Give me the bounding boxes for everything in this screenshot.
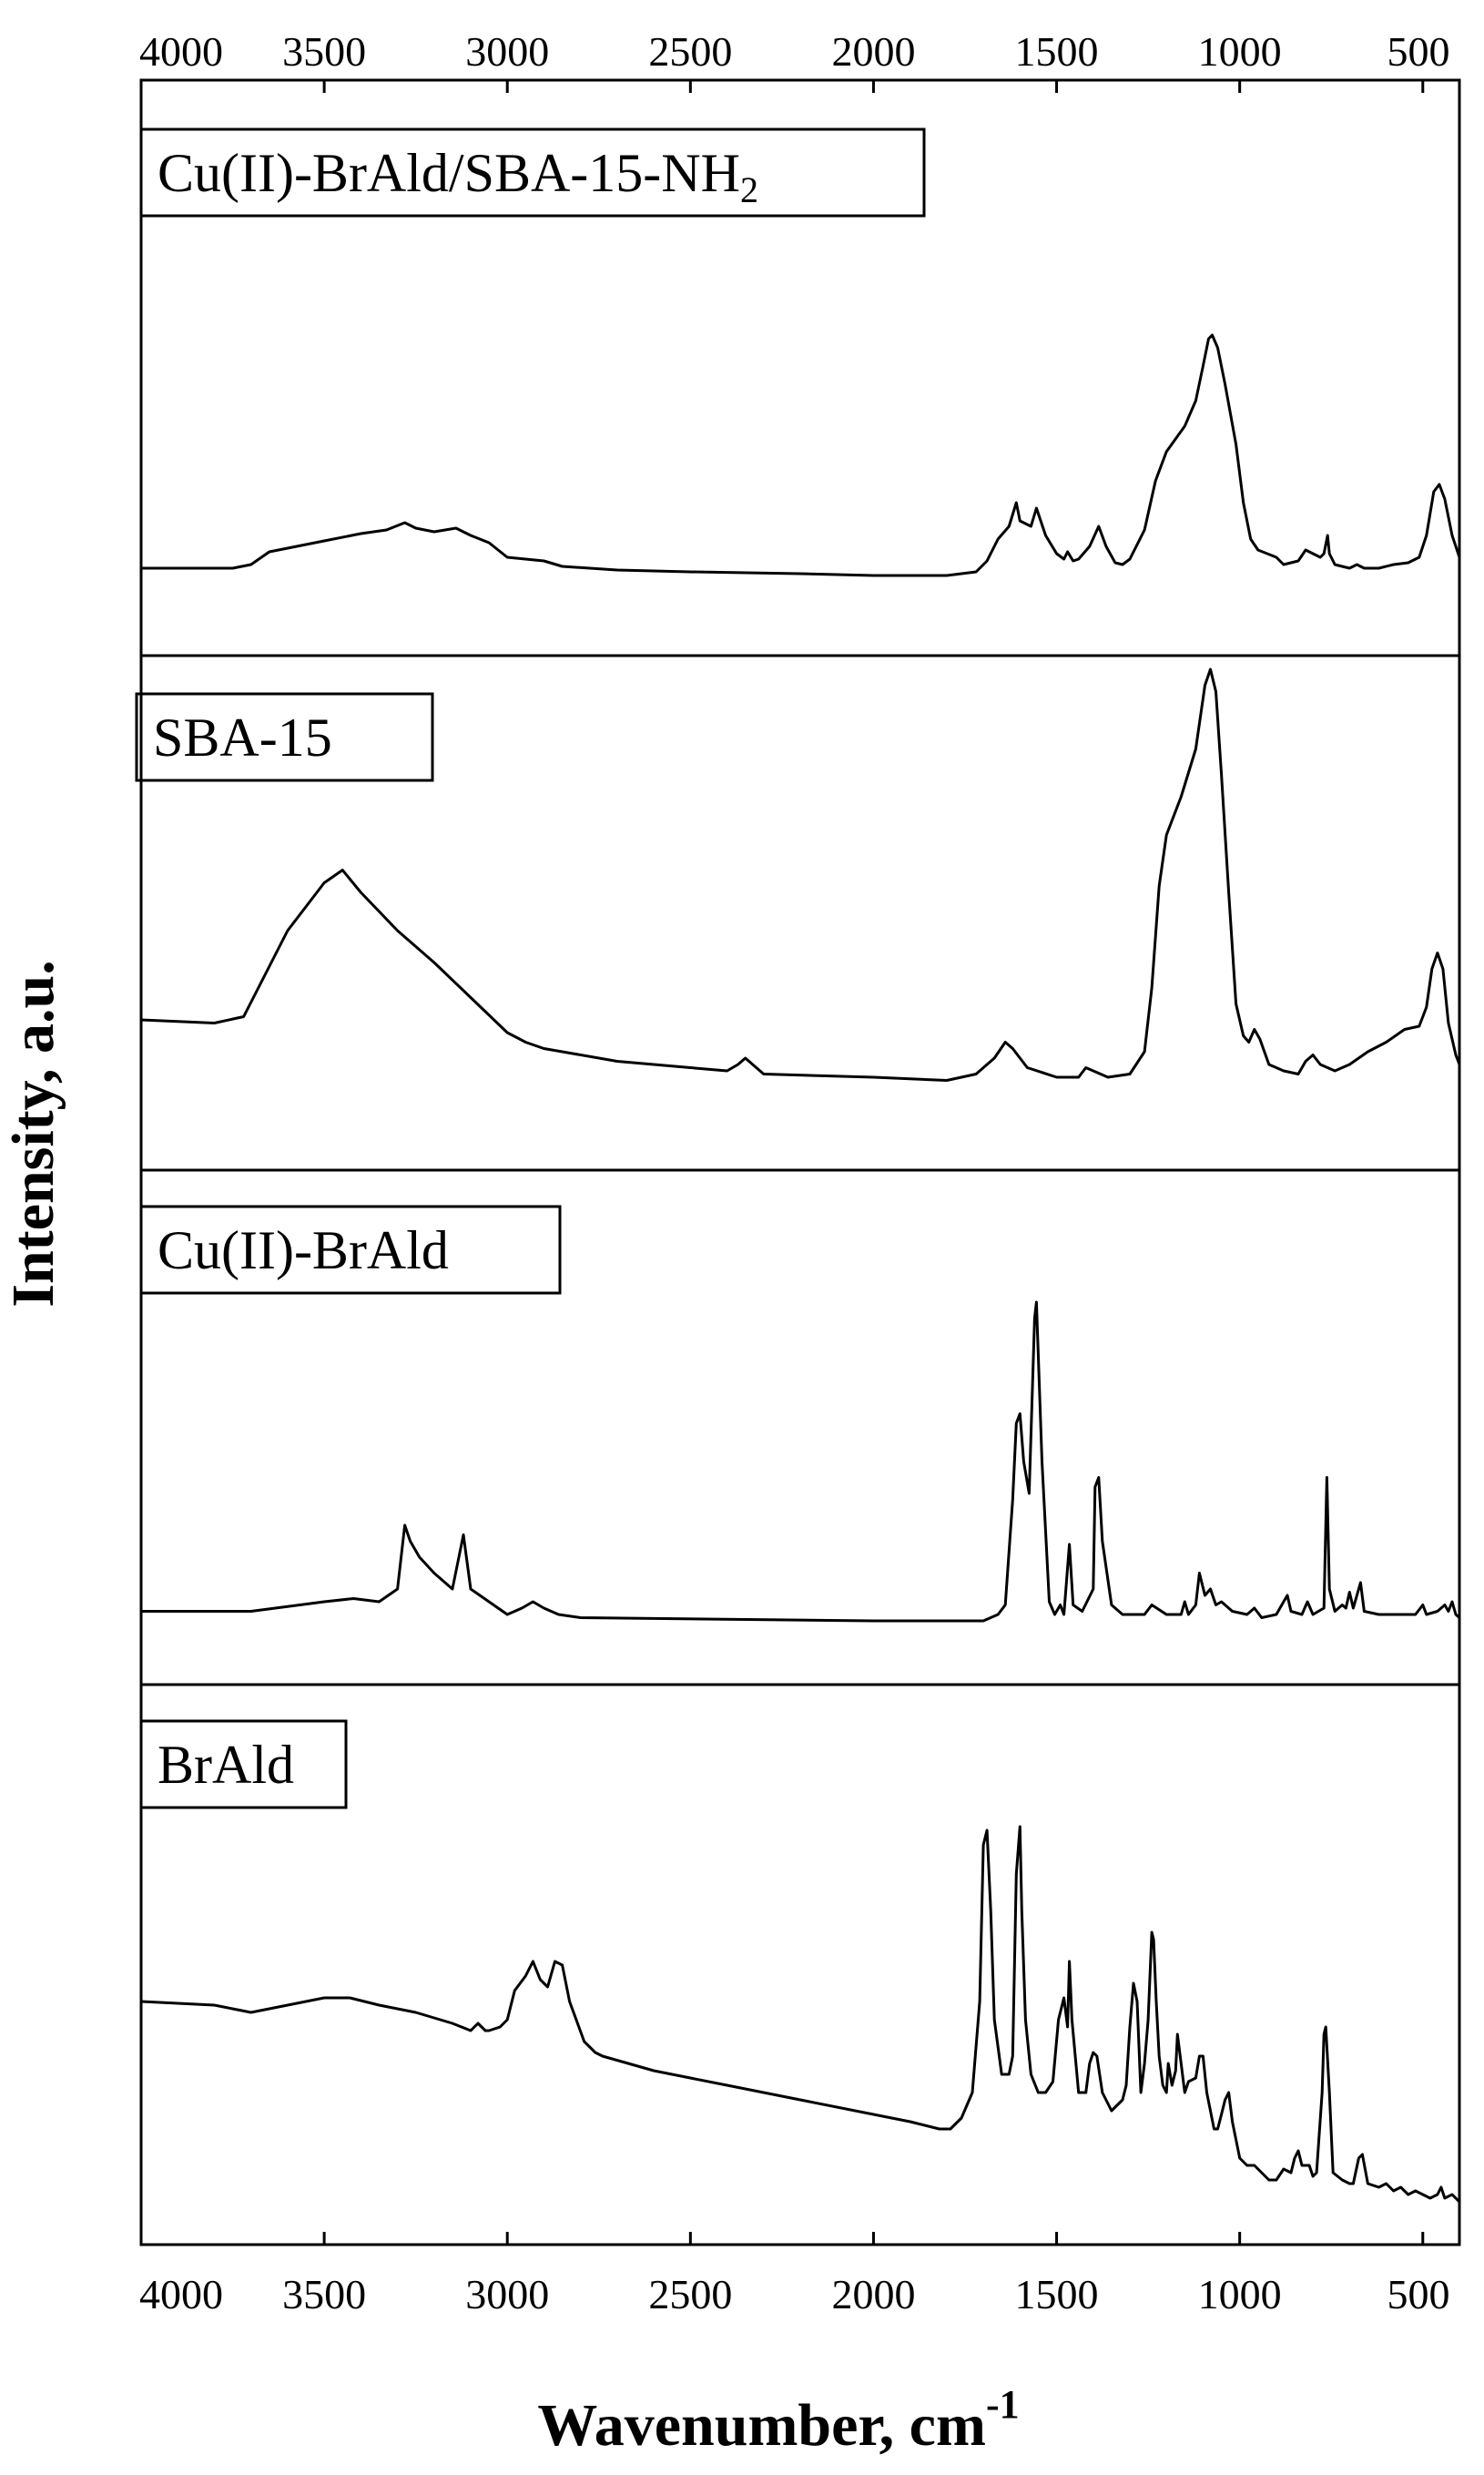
- series-label-main: Cu(II)-BrAld/SBA-15-NH: [158, 143, 740, 203]
- series-label-main: BrAld: [158, 1735, 294, 1795]
- plot-border: [139, 78, 1461, 2246]
- bottom-tick-label: 4000: [139, 2271, 223, 2317]
- top-tick-label: 2000: [831, 28, 915, 75]
- top-tick-label: 1500: [1015, 28, 1099, 75]
- x-axis-title: Wavenumber, cm-1: [537, 2382, 1019, 2459]
- top-tick-label: 3000: [465, 28, 549, 75]
- spectrum-panel-2: SBA-15: [135, 667, 1461, 1172]
- bottom-tick-label: 2500: [648, 2271, 732, 2317]
- bottom-tick-label: 3000: [465, 2271, 549, 2317]
- bottom-tick-label: 1000: [1198, 2271, 1282, 2317]
- series-label: Cu(II)-BrAld/SBA-15-NH2: [158, 143, 758, 210]
- x-axis-ticks: 4000400035003500300030002500250020002000…: [139, 28, 1450, 2317]
- spectrum-line: [140, 1825, 1461, 2204]
- bottom-tick-label: 3500: [282, 2271, 366, 2317]
- spectrum-panel-1: Cu(II)-BrAld/SBA-15-NH2: [139, 127, 1461, 657]
- bottom-tick-label: 2000: [831, 2271, 915, 2317]
- spectrum-panel-4: BrAld: [139, 1719, 1461, 2204]
- bottom-tick-label: 1500: [1015, 2271, 1099, 2317]
- plot-frame: [139, 78, 1461, 2246]
- series-label: BrAld: [158, 1735, 294, 1795]
- top-tick-label: 3500: [282, 28, 366, 75]
- bottom-tick-label: 500: [1387, 2271, 1450, 2317]
- top-tick-label: 4000: [139, 28, 223, 75]
- series-label-main: SBA-15: [153, 708, 332, 768]
- series-label-subscript: 2: [740, 169, 758, 210]
- top-tick-label: 2500: [648, 28, 732, 75]
- spectrum-line: [141, 1300, 1460, 1623]
- spectrum-panel-3: Cu(II)-BrAld: [139, 1205, 1460, 1686]
- spectrum-line: [141, 333, 1461, 577]
- top-tick-label: 1000: [1198, 28, 1282, 75]
- series-label-box: [139, 1205, 562, 1295]
- series-label: Cu(II)-BrAld: [158, 1220, 449, 1280]
- panels-layer: Cu(II)-BrAld/SBA-15-NH2 SBA-15 Cu(II)-BrAl…: [135, 127, 1461, 2204]
- series-label: SBA-15: [153, 708, 332, 768]
- series-label-main: Cu(II)-BrAld: [158, 1220, 449, 1280]
- y-axis-title: Intensity, a.u.: [0, 960, 66, 1307]
- series-label-box: [139, 127, 926, 218]
- spectrum-line: [140, 667, 1461, 1082]
- top-tick-label: 500: [1387, 28, 1450, 75]
- series-label-box: [135, 692, 434, 782]
